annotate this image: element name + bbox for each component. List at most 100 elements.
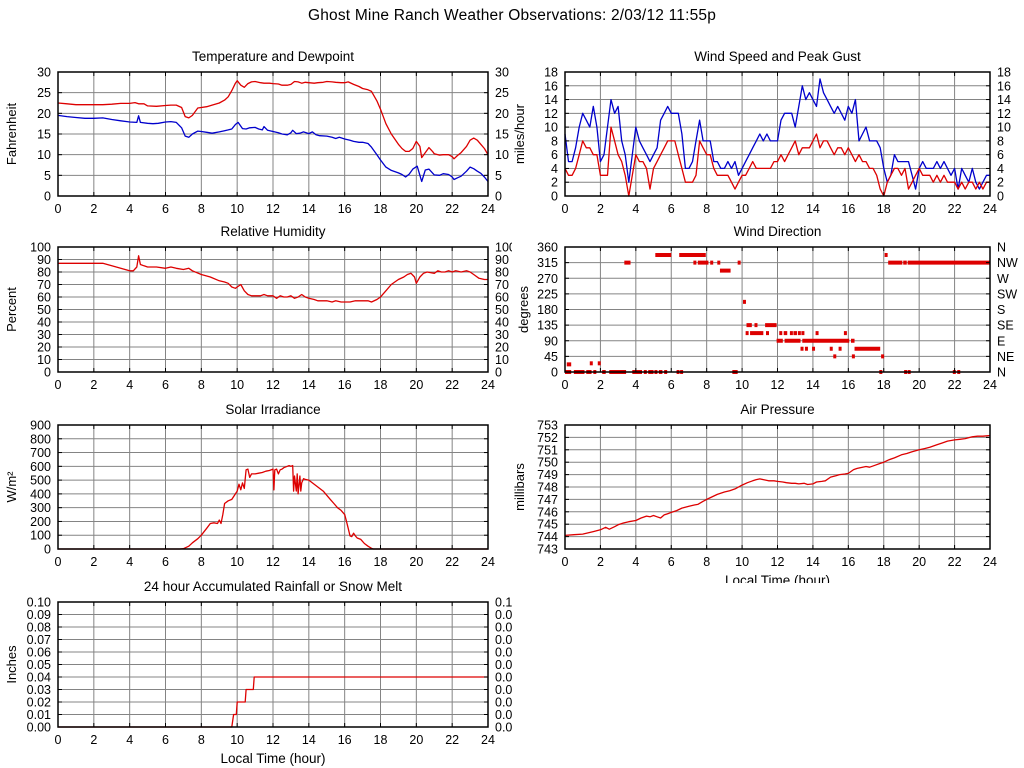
y-tick-label-right: 50 bbox=[495, 303, 509, 317]
x-tick-label: 0 bbox=[562, 555, 569, 569]
y-tick-label: 14 bbox=[544, 93, 558, 107]
y-tick-label-right: 10 bbox=[997, 121, 1011, 135]
x-tick-label: 10 bbox=[735, 378, 749, 392]
y-tick-label: 5 bbox=[44, 169, 51, 183]
y-tick-label-right: 30 bbox=[495, 66, 509, 80]
y-tick-label: 752 bbox=[537, 431, 558, 445]
y-tick-label-right: 18 bbox=[997, 66, 1011, 80]
y-tick-label-right: 4 bbox=[997, 162, 1004, 176]
y-tick-label: 750 bbox=[537, 456, 558, 470]
x-tick-label: 6 bbox=[162, 202, 169, 216]
x-tick-label: 10 bbox=[735, 202, 749, 216]
chart-temperature-dewpoint: 0 2 4 6 8 10 12 14 16 18 20 22 24 0 0 5 5 10 10 15 15 20 20 25 2… bbox=[0, 40, 512, 220]
y-tick-label-right: 0.05 bbox=[495, 658, 512, 672]
x-tick-label: 10 bbox=[230, 378, 244, 392]
compass-label: N bbox=[997, 366, 1006, 380]
x-tick-label: 12 bbox=[771, 202, 785, 216]
compass-label: W bbox=[997, 272, 1009, 286]
y-tick-label: 90 bbox=[544, 334, 558, 348]
y-tick-label-right: 14 bbox=[997, 93, 1011, 107]
x-tick-label: 14 bbox=[302, 555, 316, 569]
y-tick-label: 0 bbox=[551, 190, 558, 204]
y-tick-label: 315 bbox=[537, 256, 558, 270]
x-tick-label: 18 bbox=[877, 555, 891, 569]
y-tick-label: 10 bbox=[37, 353, 51, 367]
y-tick-label: 744 bbox=[537, 530, 558, 544]
chart-canvas-solar-irradiance: 0 2 4 6 8 10 12 14 16 18 20 22 240100200300400500600… bbox=[4, 402, 495, 569]
x-tick-label: 10 bbox=[230, 733, 244, 747]
chart-title: Wind Direction bbox=[734, 224, 822, 239]
y-tick-label: 748 bbox=[537, 481, 558, 495]
x-tick-label: 16 bbox=[338, 202, 352, 216]
y-tick-label: 0.03 bbox=[27, 683, 51, 697]
y-tick-label-right: 0.04 bbox=[495, 671, 512, 685]
y-tick-label: 0.08 bbox=[27, 621, 51, 635]
page-title: Ghost Mine Ranch Weather Observations: 2… bbox=[307, 7, 717, 24]
y-tick-label: 753 bbox=[537, 419, 558, 433]
x-tick-label: 20 bbox=[912, 555, 926, 569]
compass-label: E bbox=[997, 334, 1005, 348]
y-tick-label: 80 bbox=[37, 266, 51, 280]
y-tick-label: 225 bbox=[537, 287, 558, 301]
x-tick-label: 16 bbox=[841, 202, 855, 216]
y-tick-label: 135 bbox=[537, 319, 558, 333]
y-tick-label: 270 bbox=[537, 272, 558, 286]
y-tick-label-right: 0 bbox=[495, 366, 502, 380]
x-tick-label: 16 bbox=[841, 378, 855, 392]
x-tick-label: 18 bbox=[374, 555, 388, 569]
x-tick-label: 24 bbox=[481, 555, 495, 569]
x-tick-label: 8 bbox=[703, 555, 710, 569]
x-tick-label: 4 bbox=[126, 378, 133, 392]
y-tick-label: 0 bbox=[551, 366, 558, 380]
y-tick-label: 180 bbox=[537, 303, 558, 317]
x-tick-label: 6 bbox=[668, 378, 675, 392]
x-tick-label: 20 bbox=[409, 202, 423, 216]
chart-title: 24 hour Accumulated Rainfall or Snow Mel… bbox=[144, 579, 402, 594]
x-tick-label: 6 bbox=[162, 555, 169, 569]
y-tick-label-right: 0.06 bbox=[495, 646, 512, 660]
y-tick-label: 747 bbox=[537, 493, 558, 507]
y-tick-label: 0.01 bbox=[27, 708, 51, 722]
y-tick-label-right: 10 bbox=[495, 353, 509, 367]
x-tick-label: 4 bbox=[632, 378, 639, 392]
y-tick-label: 18 bbox=[544, 66, 558, 80]
y-tick-label-right: 90 bbox=[495, 253, 509, 267]
x-axis-title: Local Time (hour) bbox=[220, 751, 325, 766]
x-tick-label: 2 bbox=[90, 555, 97, 569]
y-tick-label: 745 bbox=[537, 518, 558, 532]
y-tick-label-right: 12 bbox=[997, 107, 1011, 121]
x-tick-label: 12 bbox=[266, 202, 280, 216]
y-tick-label: 360 bbox=[537, 241, 558, 255]
x-tick-label: 22 bbox=[445, 378, 459, 392]
y-tick-label-right: 0.01 bbox=[495, 708, 512, 722]
y-tick-label: 20 bbox=[37, 341, 51, 355]
series-wind-speed bbox=[564, 126, 990, 197]
y-tick-label-right: 0.10 bbox=[495, 596, 512, 610]
x-tick-label: 14 bbox=[302, 202, 316, 216]
x-tick-label: 20 bbox=[912, 378, 926, 392]
y-tick-label-right: 70 bbox=[495, 278, 509, 292]
x-tick-label: 16 bbox=[338, 555, 352, 569]
y-axis-title: Percent bbox=[4, 287, 19, 332]
compass-label: SW bbox=[997, 287, 1017, 301]
y-axis-title: miles/hour bbox=[512, 103, 527, 164]
y-tick-label: 0 bbox=[44, 543, 51, 557]
x-tick-label: 22 bbox=[445, 202, 459, 216]
y-tick-label: 10 bbox=[37, 148, 51, 162]
y-tick-label: 30 bbox=[37, 66, 51, 80]
x-tick-label: 18 bbox=[877, 202, 891, 216]
x-tick-label: 22 bbox=[948, 555, 962, 569]
x-tick-label: 20 bbox=[912, 202, 926, 216]
y-tick-label-right: 40 bbox=[495, 316, 509, 330]
compass-label: S bbox=[997, 303, 1005, 317]
y-tick-label: 749 bbox=[537, 468, 558, 482]
x-tick-label: 22 bbox=[948, 202, 962, 216]
y-tick-label-right: 5 bbox=[495, 169, 502, 183]
x-tick-label: 4 bbox=[632, 555, 639, 569]
y-tick-label-right: 80 bbox=[495, 266, 509, 280]
chart-title: Relative Humidity bbox=[220, 224, 325, 239]
x-tick-label: 20 bbox=[409, 378, 423, 392]
x-tick-label: 12 bbox=[771, 378, 785, 392]
